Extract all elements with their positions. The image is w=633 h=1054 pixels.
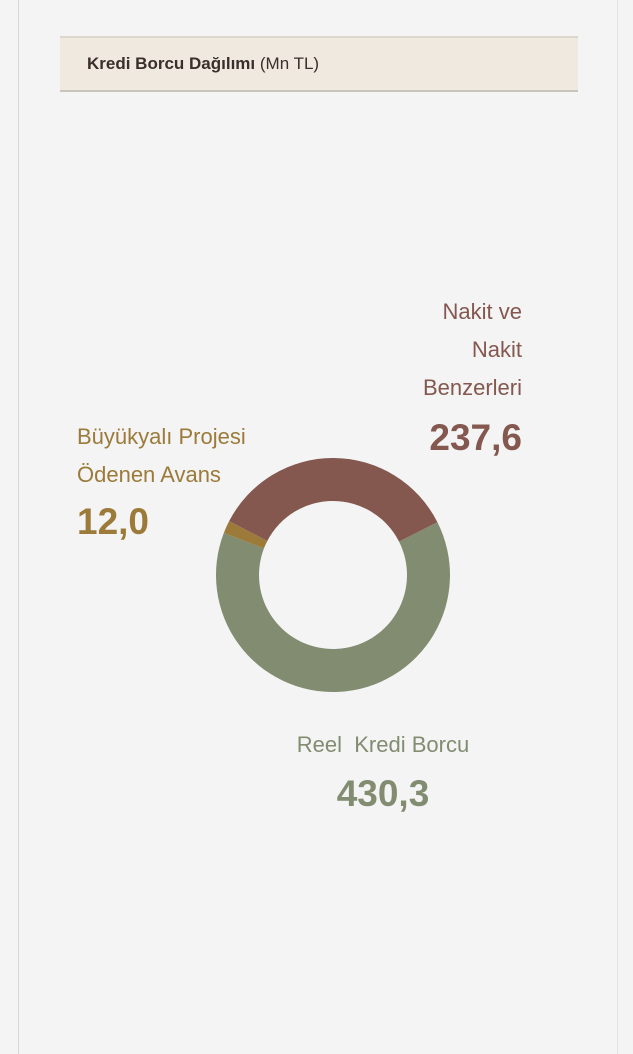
slice-label: Reel Kredi Borcu xyxy=(296,732,470,757)
unit: (Mn TL) xyxy=(259,54,320,73)
donut-slice xyxy=(229,457,438,542)
donut-slice xyxy=(223,521,268,549)
panel-frame xyxy=(18,0,618,1054)
slice-label: Nakit ve Nakit Benzerleri xyxy=(422,299,522,400)
slice-value: 237,6 xyxy=(429,417,522,458)
slice-label: Büyükyalı Projesi Ödenen Avans xyxy=(77,424,246,487)
slice-value: 430,3 xyxy=(336,773,430,814)
slice-value: 12,0 xyxy=(77,501,150,542)
header: Kredi Borcu Dağılımı (Mn TL) xyxy=(60,36,578,92)
donut-slice xyxy=(215,522,451,692)
chart-title: Kredi Borcu Dağılımı xyxy=(87,54,256,73)
